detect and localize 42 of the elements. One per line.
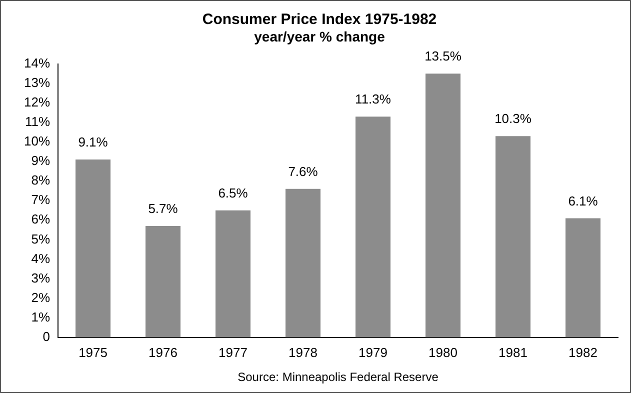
x-tick-label: 1978 <box>288 344 318 360</box>
bar <box>496 136 531 338</box>
x-tick-label: 1979 <box>358 344 388 360</box>
bar <box>286 188 321 338</box>
data-label: 13.5% <box>424 48 462 64</box>
y-tick-label: 3% <box>31 270 50 286</box>
bar <box>566 218 600 338</box>
bar <box>216 210 251 338</box>
x-tick-label: 1976 <box>148 344 178 360</box>
bar <box>146 226 181 338</box>
bar <box>356 116 391 338</box>
x-tick-label: 1981 <box>498 344 528 360</box>
bar <box>76 160 111 338</box>
y-tick-label: 13% <box>24 74 50 90</box>
data-label: 7.6% <box>288 164 318 179</box>
y-tick-label: 7% <box>31 192 50 208</box>
x-tick-label: 1977 <box>218 344 248 360</box>
x-tick-label: 1975 <box>78 344 108 360</box>
y-tick-label: 14% <box>24 55 50 70</box>
y-tick-label: 9% <box>31 153 50 168</box>
y-tick-label: 2% <box>31 290 50 305</box>
y-tick-label: 6% <box>31 212 50 227</box>
y-tick-label: 10% <box>24 134 50 149</box>
y-tick-label: 11% <box>24 114 50 130</box>
y-tick-label: 0 <box>42 328 50 344</box>
y-tick-label: 4% <box>31 250 50 266</box>
data-label: 6.1% <box>568 193 598 208</box>
chart-title: Consumer Price Index 1975-1982 <box>202 11 437 28</box>
bar <box>426 74 461 338</box>
chart-subtitle: year/year % change <box>254 28 386 44</box>
y-tick-label: 12% <box>24 94 50 110</box>
data-label: 11.3% <box>355 92 392 107</box>
x-tick-label: 1980 <box>428 344 458 360</box>
data-label: 6.5% <box>218 185 248 200</box>
data-label: 10.3% <box>494 111 532 126</box>
y-tick-label: 1% <box>31 309 50 324</box>
y-tick-label: 5% <box>31 231 50 246</box>
source-note: Source: Minneapolis Federal Reserve <box>238 370 439 384</box>
y-tick-label: 8% <box>31 172 50 188</box>
data-label: 5.7% <box>148 201 178 216</box>
data-label: 9.1% <box>78 134 108 150</box>
x-tick-label: 1982 <box>568 344 598 360</box>
